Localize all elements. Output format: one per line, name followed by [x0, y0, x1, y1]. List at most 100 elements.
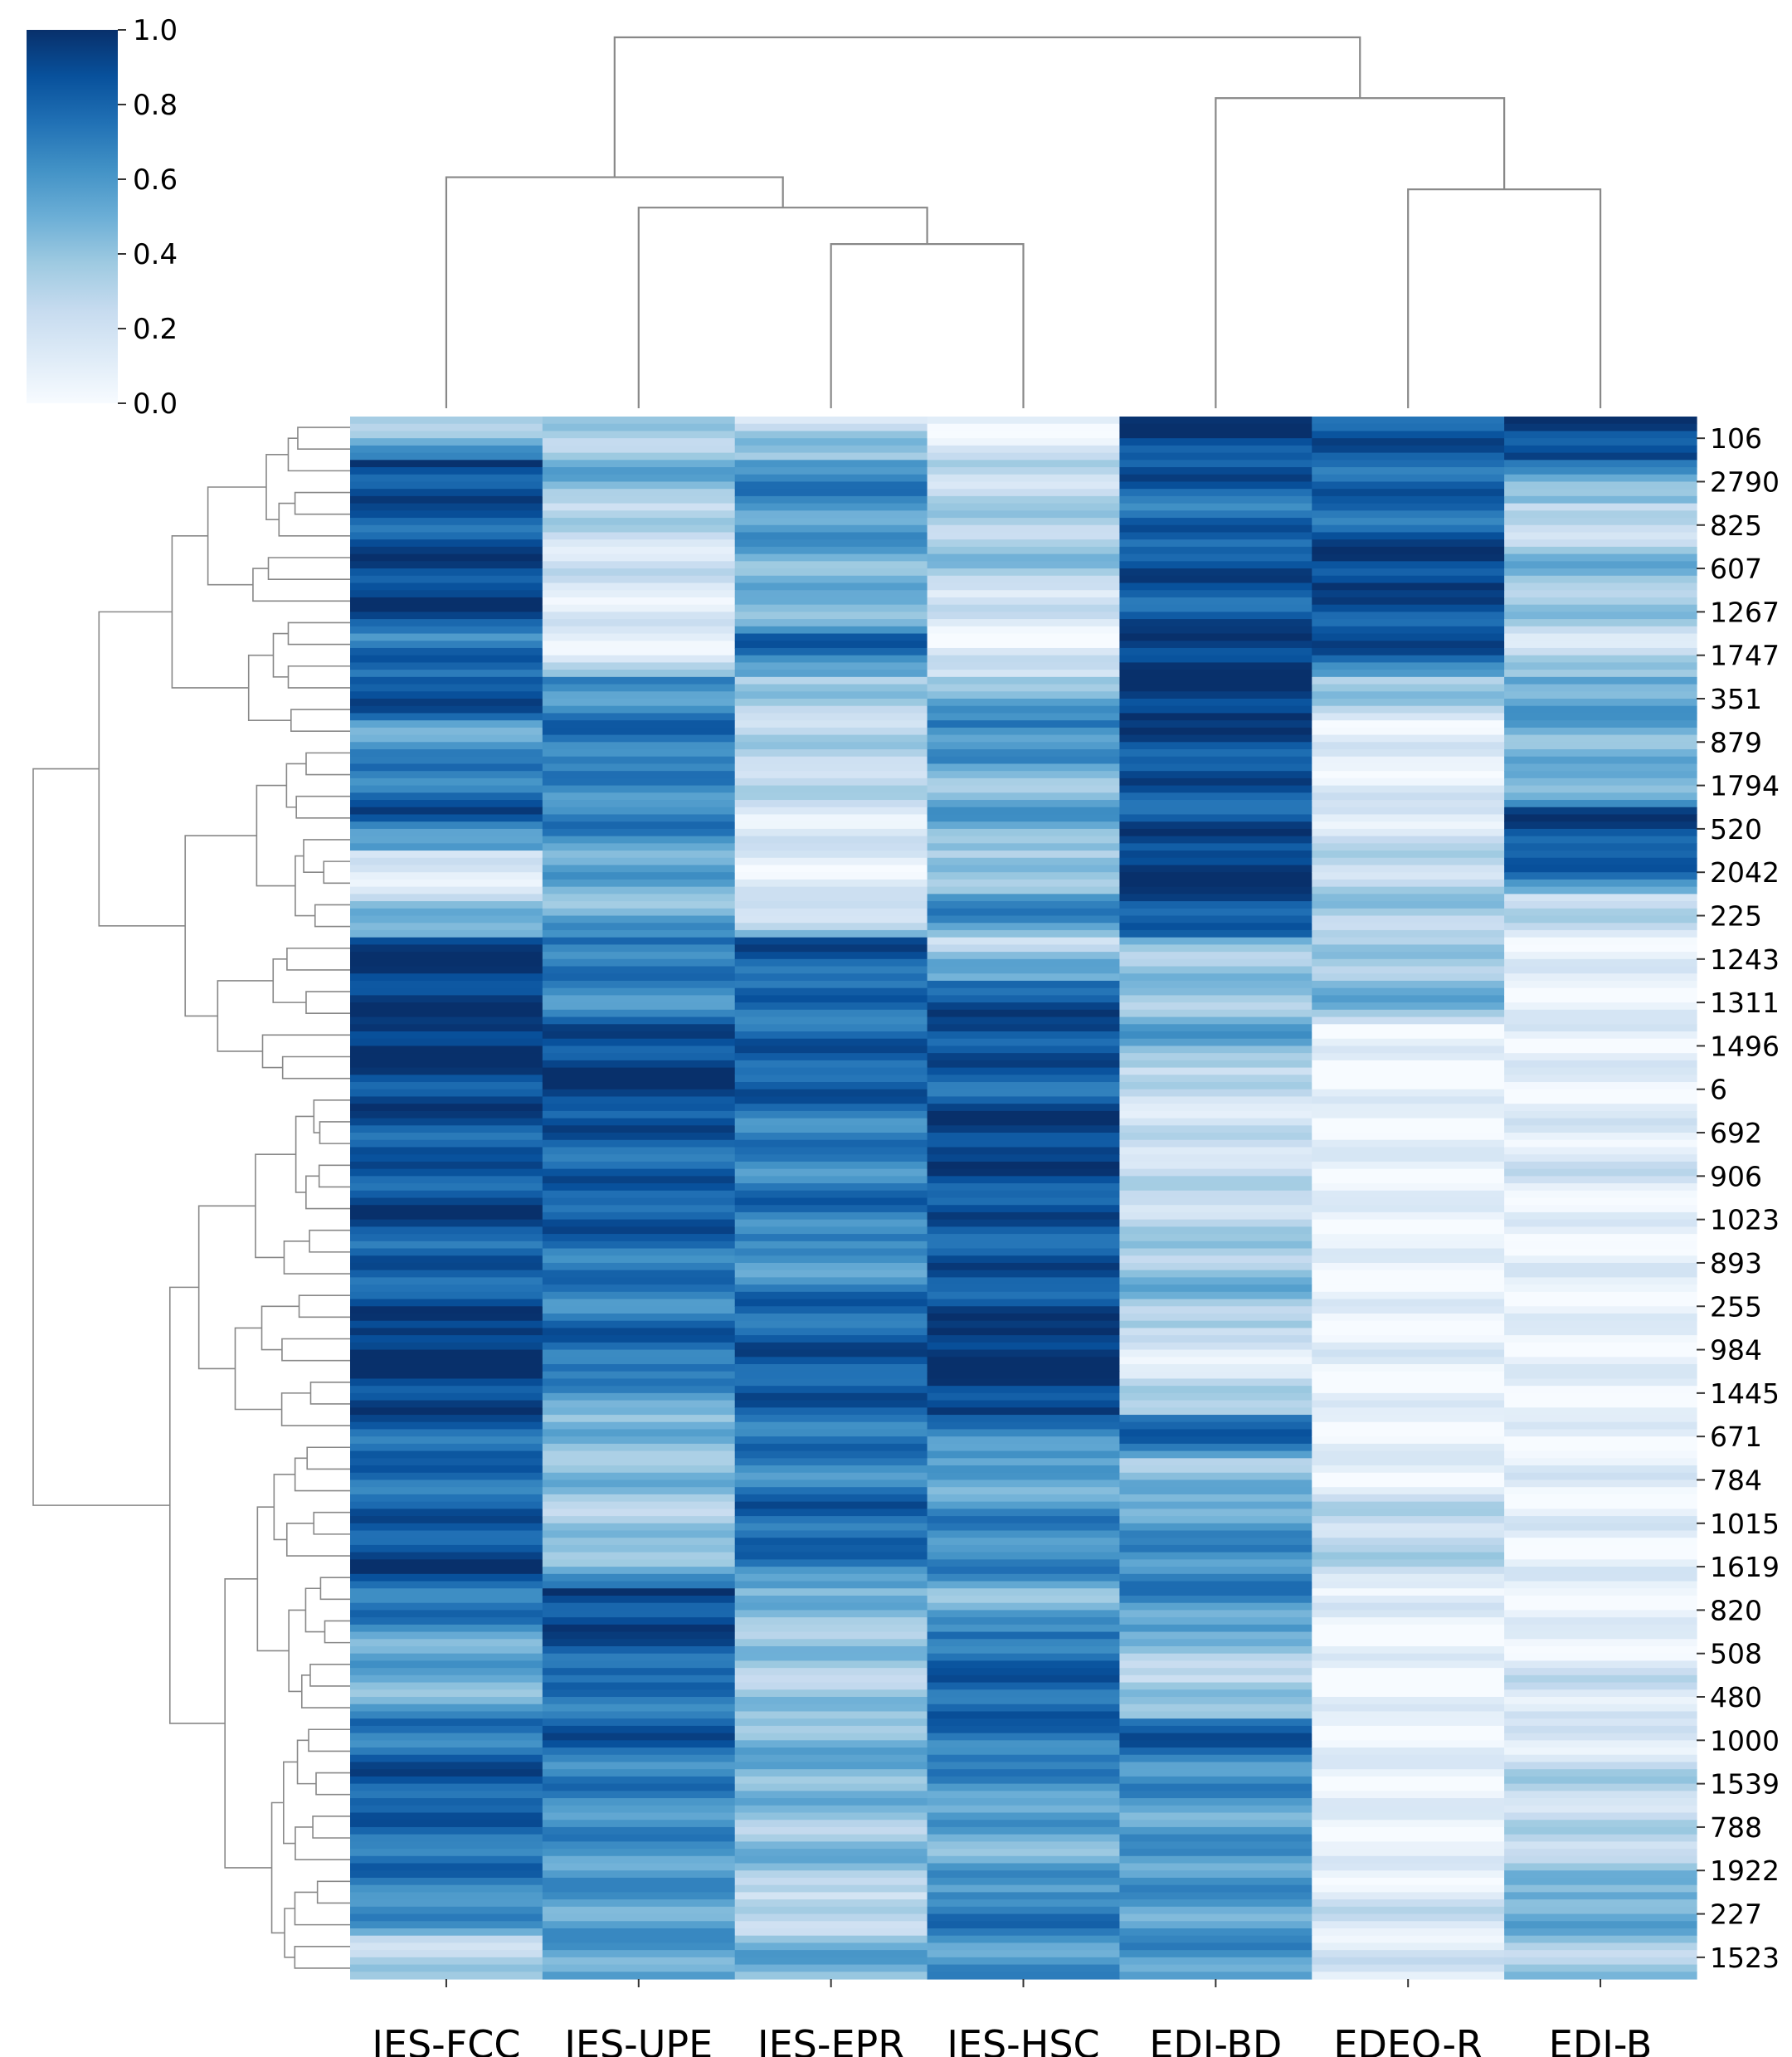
heatmap-cell	[1312, 720, 1505, 729]
heatmap-cell	[1119, 1421, 1312, 1431]
heatmap-cell	[1119, 1624, 1312, 1633]
heatmap-cell	[734, 1038, 928, 1047]
heatmap-cell	[1312, 474, 1505, 483]
heatmap-cell	[1312, 1942, 1505, 1951]
heatmap-cell	[1119, 980, 1312, 989]
heatmap-cell	[1504, 901, 1697, 909]
heatmap-cell	[542, 987, 736, 997]
heatmap-cell	[1504, 619, 1697, 627]
heatmap-cell	[1504, 1075, 1697, 1083]
heatmap-cell	[734, 1538, 928, 1546]
heatmap-cell	[350, 1624, 543, 1633]
heatmap-cell	[1312, 1972, 1505, 1980]
heatmap-cell	[734, 1197, 928, 1206]
heatmap-cell	[927, 626, 1121, 635]
heatmap-cell	[734, 1617, 928, 1626]
row-dendrogram-link	[294, 1457, 350, 1492]
heatmap-cell	[927, 495, 1121, 505]
heatmap-cell	[542, 1567, 736, 1575]
heatmap-cell	[927, 742, 1121, 750]
heatmap-cell	[927, 1877, 1121, 1886]
heatmap-cell	[734, 1921, 928, 1929]
heatmap-cell	[734, 445, 928, 454]
heatmap-cell	[350, 777, 543, 787]
heatmap-cell	[1312, 691, 1505, 699]
row-dendrogram-link	[224, 1578, 272, 1869]
heatmap-cell	[1504, 1313, 1697, 1322]
row-dendrogram-link	[255, 1153, 296, 1259]
heatmap-cell	[1312, 1349, 1505, 1358]
heatmap-cell	[927, 539, 1121, 548]
heatmap-cell	[927, 734, 1121, 743]
heatmap-cell	[542, 1733, 736, 1741]
row-tick-label: 784	[1710, 1464, 1762, 1496]
heatmap-cell	[1119, 1118, 1312, 1126]
heatmap-cell	[1504, 1841, 1697, 1850]
row-dendrogram-link	[32, 768, 170, 1506]
heatmap-cell	[734, 1950, 928, 1958]
heatmap-cell	[734, 727, 928, 736]
heatmap-cell	[542, 756, 736, 765]
heatmap-cell	[542, 777, 736, 787]
row-tick-label: 2790	[1710, 466, 1780, 498]
heatmap-cell	[734, 1104, 928, 1112]
heatmap-cell	[1504, 662, 1697, 670]
heatmap-cell	[542, 1711, 736, 1719]
heatmap-cell	[927, 1176, 1121, 1184]
heatmap-cell	[350, 1313, 543, 1322]
heatmap-cell	[1504, 1552, 1697, 1560]
heatmap-cell	[1504, 1573, 1697, 1582]
heatmap-cell	[927, 510, 1121, 519]
heatmap-cell	[350, 568, 543, 577]
heatmap-cell	[350, 937, 543, 945]
heatmap-cell	[734, 1559, 928, 1567]
heatmap-cell	[542, 1783, 736, 1791]
heatmap-cell	[1312, 1957, 1505, 1966]
heatmap-cell	[1312, 1928, 1505, 1937]
heatmap-cell	[927, 1378, 1121, 1387]
heatmap-cell	[350, 1863, 543, 1871]
heatmap-cell	[350, 1645, 543, 1655]
heatmap-cell	[734, 1805, 928, 1814]
heatmap-cell	[1312, 655, 1505, 663]
row-dendrogram-link	[303, 839, 350, 874]
heatmap-cell	[1119, 872, 1312, 880]
heatmap-cell	[350, 923, 543, 931]
heatmap-cell	[1312, 995, 1505, 1003]
heatmap-cell	[350, 944, 543, 953]
heatmap-cell	[1504, 966, 1697, 974]
heatmap-cell	[927, 771, 1121, 779]
heatmap-cell	[734, 539, 928, 548]
heatmap-cell	[350, 1950, 543, 1958]
heatmap-cell	[927, 1479, 1121, 1488]
heatmap-cell	[1119, 987, 1312, 997]
heatmap-cell	[1312, 1704, 1505, 1713]
heatmap-cell	[927, 1820, 1121, 1828]
heatmap-cell	[734, 937, 928, 945]
heatmap-cell	[734, 1501, 928, 1509]
heatmap-cell	[350, 1581, 543, 1589]
heatmap-cell	[350, 1248, 543, 1256]
heatmap-cell	[542, 452, 736, 461]
heatmap-cell	[927, 792, 1121, 801]
heatmap-cell	[1312, 1668, 1505, 1676]
heatmap-cell	[542, 872, 736, 880]
heatmap-cell	[1504, 1067, 1697, 1075]
heatmap-cell	[1312, 1415, 1505, 1423]
heatmap-cell	[927, 1798, 1121, 1806]
heatmap-cell	[1504, 1089, 1697, 1098]
heatmap-cell	[542, 792, 736, 801]
heatmap-cell	[1504, 1884, 1697, 1893]
heatmap-cell	[1119, 1306, 1312, 1314]
heatmap-cell	[1119, 633, 1312, 641]
row-dendrogram-link	[261, 1305, 299, 1351]
heatmap-cell	[734, 1588, 928, 1596]
heatmap-cell	[1504, 1465, 1697, 1474]
heatmap-cell	[1312, 886, 1505, 894]
heatmap-cell	[542, 1277, 736, 1285]
heatmap-cell	[350, 1110, 543, 1119]
row-dendrogram-link	[272, 632, 289, 678]
heatmap-cell	[1312, 1429, 1505, 1437]
heatmap-cell	[1312, 1110, 1505, 1119]
heatmap-cell	[1312, 1299, 1505, 1307]
